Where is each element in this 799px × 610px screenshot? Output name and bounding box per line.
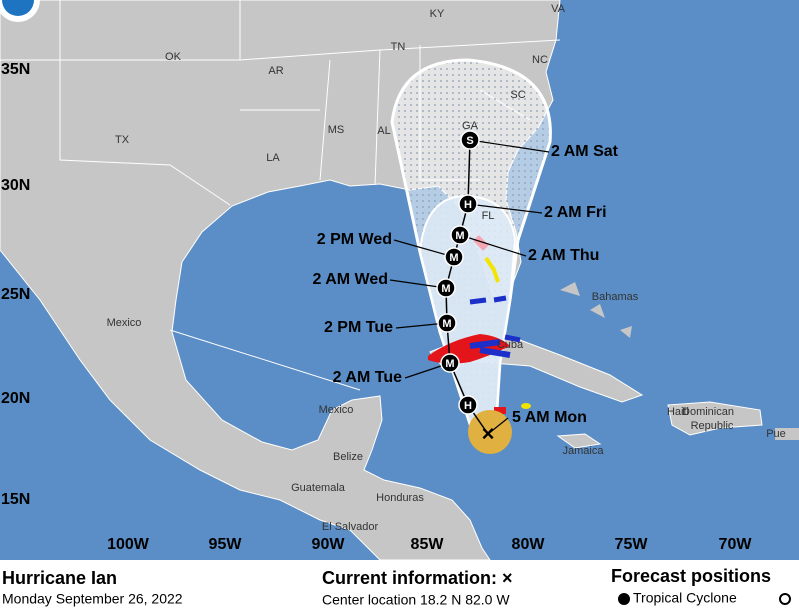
place-label: GA bbox=[462, 120, 479, 132]
place-label: FL bbox=[482, 210, 495, 222]
place-label: Bahamas bbox=[592, 291, 639, 303]
place-label: AR bbox=[268, 65, 283, 77]
center-location: Center location 18.2 N 82.0 W bbox=[322, 592, 510, 608]
place-label: Cuba bbox=[497, 339, 524, 351]
marker-symbol: H bbox=[464, 199, 472, 211]
forecast-marker bbox=[436, 278, 456, 298]
storm-name: Hurricane Ian bbox=[2, 568, 117, 588]
place-label: Jamaica bbox=[563, 445, 605, 457]
info-panel bbox=[0, 560, 799, 610]
place-label: Guatemala bbox=[291, 482, 346, 494]
forecast-label: 5 AM Mon bbox=[512, 409, 587, 426]
lat-label: 15N bbox=[1, 491, 30, 508]
cone-near bbox=[418, 194, 517, 425]
forecast-label: 2 AM Wed bbox=[312, 271, 388, 288]
leader-line bbox=[467, 203, 543, 214]
place-label: OK bbox=[165, 51, 182, 63]
marker-symbol: M bbox=[449, 252, 458, 264]
place-label: Honduras bbox=[376, 492, 424, 504]
forecast-label: 2 AM Thu bbox=[528, 247, 599, 264]
current-position: × bbox=[482, 421, 495, 446]
date: Monday September 26, 2022 bbox=[2, 591, 183, 607]
place-label: MS bbox=[328, 124, 345, 136]
place-label: NC bbox=[532, 54, 548, 66]
place-label: AL bbox=[377, 125, 390, 137]
current-title: Current information: × bbox=[322, 568, 513, 588]
forecast-label: 2 AM Tue bbox=[333, 369, 402, 386]
place-label: VA bbox=[551, 3, 566, 15]
bahamas bbox=[560, 282, 632, 338]
place-label: TN bbox=[391, 41, 406, 53]
leader-line bbox=[469, 139, 550, 153]
place-label: Dominican bbox=[682, 406, 734, 418]
marker-symbol: M bbox=[445, 358, 454, 370]
forecast-label: 2 AM Fri bbox=[544, 204, 607, 221]
forecast-label: 2 PM Wed bbox=[317, 231, 392, 248]
legend-dot bbox=[618, 593, 630, 605]
forecast-title: Forecast positions bbox=[611, 566, 771, 586]
lat-label: 25N bbox=[1, 286, 30, 303]
lon-label: 90W bbox=[312, 536, 346, 553]
forecast-marker bbox=[458, 395, 478, 415]
place-label: Belize bbox=[333, 451, 363, 463]
lon-label: 75W bbox=[615, 536, 649, 553]
logo-inner bbox=[2, 0, 34, 16]
marker-symbol: M bbox=[442, 318, 451, 330]
pacific bbox=[0, 430, 260, 560]
place-label: LA bbox=[266, 152, 280, 164]
hispaniola bbox=[667, 401, 763, 436]
forecast-label: 2 AM Sat bbox=[551, 143, 619, 160]
place-label: SC bbox=[510, 89, 525, 101]
forecast-marker bbox=[450, 225, 470, 245]
forecast-marker bbox=[458, 194, 478, 214]
forecast-label: 2 PM Tue bbox=[324, 319, 393, 336]
marker-symbol: H bbox=[464, 400, 472, 412]
place-label: Mexico bbox=[319, 404, 354, 416]
place-label: El Salvador bbox=[322, 521, 379, 533]
jamaica bbox=[556, 433, 602, 449]
lon-label: 85W bbox=[411, 536, 445, 553]
place-label: Haiti bbox=[667, 406, 689, 418]
marker-symbol: M bbox=[441, 283, 450, 295]
place-label: Republic bbox=[691, 420, 734, 432]
forecast-marker bbox=[440, 353, 460, 373]
forecast-marker bbox=[460, 130, 480, 150]
lon-label: 95W bbox=[209, 536, 243, 553]
marker-symbol: S bbox=[466, 135, 473, 147]
leader-line bbox=[487, 417, 509, 435]
marker-symbol: M bbox=[455, 230, 464, 242]
lon-label: 80W bbox=[512, 536, 546, 553]
forecast-marker bbox=[437, 313, 457, 333]
puerto-rico bbox=[775, 428, 799, 440]
place-label: Pue bbox=[766, 428, 786, 440]
lon-label: 100W bbox=[107, 536, 150, 553]
legend-circle bbox=[779, 593, 791, 605]
place-label: Mexico bbox=[107, 317, 142, 329]
place-label: TX bbox=[115, 134, 130, 146]
place-label: KY bbox=[430, 8, 445, 20]
lat-label: 20N bbox=[1, 390, 30, 407]
leader-line bbox=[459, 234, 527, 257]
lon-label: 70W bbox=[719, 536, 753, 553]
lat-label: 30N bbox=[1, 177, 30, 194]
leader-line bbox=[393, 239, 455, 258]
forecast-marker bbox=[444, 247, 464, 267]
lat-label: 35N bbox=[1, 61, 30, 78]
legend-text: Tropical Cyclone bbox=[633, 590, 737, 606]
